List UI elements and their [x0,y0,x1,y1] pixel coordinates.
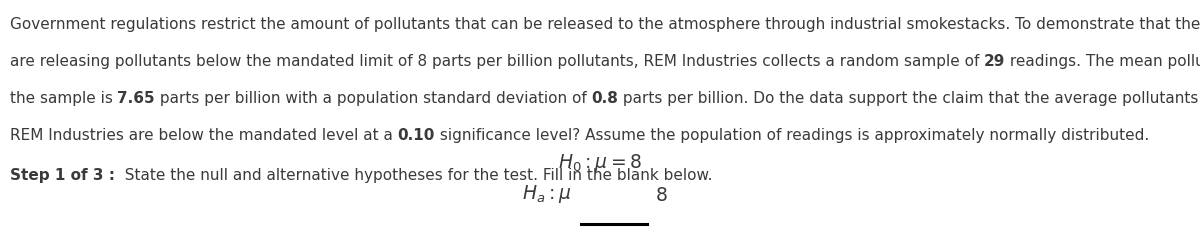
Text: the sample is: the sample is [10,91,118,106]
Text: parts per billion with a population standard deviation of: parts per billion with a population stan… [155,91,592,106]
Text: $H_0 : \mu = 8$: $H_0 : \mu = 8$ [558,152,642,174]
Text: are releasing pollutants below the mandated limit of 8 parts per billion polluta: are releasing pollutants below the manda… [10,54,984,69]
Text: parts per billion. Do the data support the claim that the average pollutants pro: parts per billion. Do the data support t… [618,91,1200,106]
Text: Step 1 of 3 :: Step 1 of 3 : [10,168,115,183]
Text: 29: 29 [984,54,1006,69]
Text: readings. The mean pollutant level for: readings. The mean pollutant level for [1006,54,1200,69]
Text: 0.10: 0.10 [397,128,434,143]
Text: $H_a : \mu$: $H_a : \mu$ [522,183,571,205]
Text: significance level? Assume the population of readings is approximately normally : significance level? Assume the populatio… [434,128,1148,143]
Text: REM Industries are below the mandated level at a: REM Industries are below the mandated le… [10,128,397,143]
Text: $8$: $8$ [655,186,668,205]
Text: Government regulations restrict the amount of pollutants that can be released to: Government regulations restrict the amou… [10,17,1200,32]
Text: 7.65: 7.65 [118,91,155,106]
Text: 0.8: 0.8 [592,91,618,106]
Text: State the null and alternative hypotheses for the test. Fill in the blank below.: State the null and alternative hypothese… [115,168,712,183]
